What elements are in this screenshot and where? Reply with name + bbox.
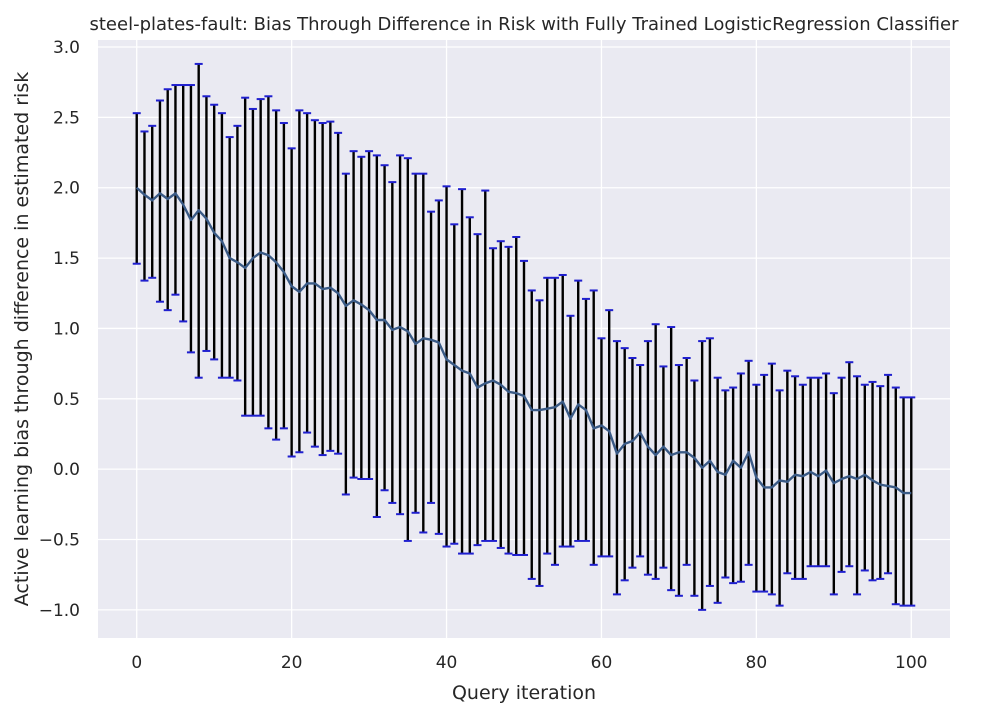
x-tick-label: 100 xyxy=(895,653,927,673)
y-tick-label: 2.0 xyxy=(53,179,80,199)
mean-line-group xyxy=(135,186,912,495)
x-tick-label: 40 xyxy=(436,653,458,673)
y-tick-label: 0.5 xyxy=(53,390,80,410)
y-axis-label: Active learning bias through difference … xyxy=(11,72,33,606)
y-tick-label: −0.5 xyxy=(39,531,80,551)
y-tick-label: 2.5 xyxy=(53,108,80,128)
y-tick-label: 1.5 xyxy=(53,249,80,269)
y-tick-label: 1.0 xyxy=(53,319,80,339)
x-tick-label: 80 xyxy=(746,653,768,673)
y-axis-ticks: −1.0 −0.5 0.0 0.5 1.0 1.5 2.0 2.5 3.0 xyxy=(39,38,80,621)
mean-line xyxy=(135,186,912,495)
x-axis-label: Query iteration xyxy=(452,682,596,704)
chart-title: steel-plates-fault: Bias Through Differe… xyxy=(89,14,959,35)
x-axis-ticks: 0 20 40 60 80 100 xyxy=(131,653,927,673)
y-tick-label: −1.0 xyxy=(39,601,80,621)
y-tick-label: 3.0 xyxy=(53,38,80,58)
y-tick-label: 0.0 xyxy=(53,460,80,480)
x-tick-label: 0 xyxy=(131,653,142,673)
errorbars xyxy=(132,62,916,611)
x-tick-label: 60 xyxy=(591,653,613,673)
x-tick-label: 20 xyxy=(281,653,303,673)
